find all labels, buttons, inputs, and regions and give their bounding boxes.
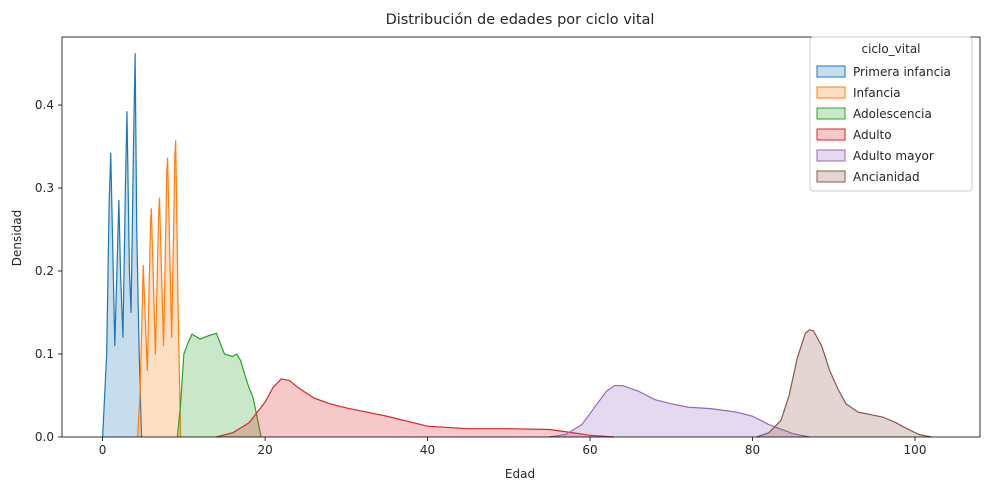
series-area-0 [102, 53, 142, 437]
series-line-3 [216, 378, 615, 438]
legend-swatch [816, 65, 846, 78]
legend-label: Adulto [853, 128, 892, 142]
series-line-1 [136, 140, 182, 438]
series-line-0 [102, 53, 143, 438]
y-axis: 0.0 0.1 0.2 0.3 0.4 [35, 98, 62, 444]
legend-swatch [816, 86, 846, 99]
y-tick-label: 0.0 [35, 430, 54, 444]
series-layer [102, 53, 932, 438]
legend-label: Adolescencia [853, 107, 932, 121]
chart-title: Distribución de edades por ciclo vital [386, 12, 655, 28]
x-tick-label: 100 [904, 443, 927, 457]
legend-items: Primera infancia Infancia Adolescencia Adul… [816, 65, 951, 184]
legend-swatch [816, 107, 846, 120]
legend-swatch [816, 149, 846, 162]
x-axis: 0 20 40 60 80 100 [99, 437, 927, 457]
x-tick-label: 40 [420, 443, 435, 457]
y-tick-label: 0.4 [35, 98, 54, 112]
series-area-1 [137, 140, 181, 438]
y-tick-label: 0.3 [35, 181, 54, 195]
legend-swatch [816, 170, 846, 183]
series-area-4 [549, 385, 810, 437]
legend-swatch [816, 128, 846, 141]
x-axis-label: Edad [505, 467, 535, 481]
legend: ciclo_vital Primera infancia Infancia Adol… [809, 36, 973, 192]
series-area-3 [216, 378, 615, 437]
legend-label: Primera infancia [853, 65, 951, 79]
plot-frame [61, 36, 981, 438]
series-area-2 [177, 333, 262, 437]
legend-frame [809, 36, 973, 192]
y-axis-label: Densidad [10, 210, 24, 266]
legend-title: ciclo_vital [861, 42, 920, 56]
series-area-5 [756, 329, 932, 437]
x-tick-label: 0 [99, 443, 107, 457]
y-tick-label: 0.1 [35, 347, 54, 361]
series-line-2 [176, 332, 262, 438]
y-tick-label: 0.2 [35, 264, 54, 278]
legend-label: Infancia [853, 86, 901, 100]
series-line-5 [756, 329, 932, 438]
legend-label: Adulto mayor [853, 149, 934, 163]
x-tick-label: 20 [257, 443, 272, 457]
x-tick-label: 80 [745, 443, 760, 457]
series-line-4 [549, 384, 810, 438]
legend-label: Ancianidad [853, 170, 920, 184]
x-tick-label: 60 [582, 443, 597, 457]
